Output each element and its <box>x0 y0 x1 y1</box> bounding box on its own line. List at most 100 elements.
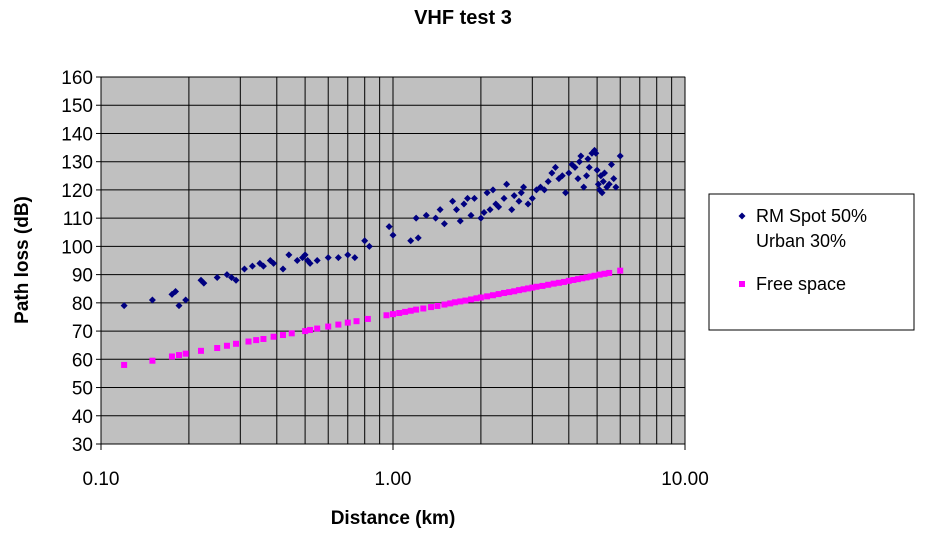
x-tick-label: 1.00 <box>375 469 412 490</box>
data-point <box>259 262 267 270</box>
data-point <box>245 338 252 345</box>
data-point <box>270 259 278 267</box>
data-point <box>402 308 409 315</box>
data-point <box>182 350 189 357</box>
x-tick-label: 10.00 <box>661 469 709 490</box>
y-tick-label: 80 <box>72 294 93 315</box>
y-tick-label: 120 <box>61 181 93 202</box>
data-point <box>168 353 175 360</box>
data-point <box>260 335 267 342</box>
data-point <box>560 278 567 285</box>
data-point <box>533 283 540 290</box>
data-point <box>574 276 581 283</box>
data-point <box>440 220 448 228</box>
data-point <box>428 304 435 311</box>
data-point <box>334 254 342 262</box>
data-point <box>407 307 414 314</box>
data-point <box>584 155 592 163</box>
data-point <box>580 183 588 191</box>
data-point <box>351 254 359 262</box>
y-tick-label: 70 <box>72 322 93 343</box>
data-point <box>585 163 593 171</box>
data-point <box>182 296 190 304</box>
data-point <box>592 149 600 157</box>
data-point <box>528 194 536 202</box>
legend-label: RM Spot 50% <box>756 206 867 226</box>
legend-label: Urban 30% <box>756 231 846 251</box>
data-point <box>253 337 260 344</box>
data-point <box>550 280 557 287</box>
data-point <box>470 194 478 202</box>
data-point <box>449 197 457 205</box>
data-point <box>591 272 598 279</box>
data-point <box>501 289 508 296</box>
data-point <box>365 242 373 250</box>
y-tick-label: 50 <box>72 379 93 400</box>
series-0 <box>120 146 624 310</box>
data-point <box>413 306 420 313</box>
data-point <box>606 269 613 276</box>
y-tick-label: 130 <box>61 153 93 174</box>
data-point <box>175 302 183 310</box>
data-point <box>544 177 552 185</box>
data-point <box>307 326 314 333</box>
data-point <box>601 270 608 277</box>
data-point <box>335 321 342 328</box>
data-point <box>149 357 156 364</box>
data-point <box>477 214 485 222</box>
data-point <box>562 189 570 197</box>
y-tick-label: 160 <box>61 68 93 89</box>
data-point <box>489 186 497 194</box>
data-point <box>515 287 522 294</box>
data-point <box>301 251 309 259</box>
data-point <box>353 318 360 325</box>
y-tick-label: 150 <box>61 96 93 117</box>
data-point <box>223 271 231 279</box>
data-point <box>520 286 527 293</box>
grid-lines <box>100 76 686 445</box>
data-point <box>240 265 248 273</box>
data-point <box>279 265 287 273</box>
data-point <box>495 291 502 298</box>
data-point <box>520 183 528 191</box>
data-point <box>539 282 546 289</box>
data-point <box>364 315 371 322</box>
x-axis-ticks: 0.10 1.00 10.00 <box>83 444 709 490</box>
y-axis-label: Path loss (dB) <box>12 196 33 324</box>
data-point <box>270 333 277 340</box>
data-point <box>577 152 585 160</box>
data-point <box>508 206 516 214</box>
data-point <box>293 257 301 264</box>
data-point <box>480 209 488 217</box>
data-point <box>583 172 591 180</box>
legend-marker <box>739 281 745 287</box>
data-point <box>483 189 491 197</box>
data-point <box>325 323 332 330</box>
data-point <box>605 180 613 188</box>
y-axis-ticks: 30 40 50 60 70 80 90 100 110 120 130 140 150 160 <box>61 68 101 456</box>
data-point <box>607 161 615 169</box>
data-point <box>314 325 321 332</box>
data-point <box>587 273 594 280</box>
data-point <box>565 169 573 177</box>
data-point <box>486 206 494 214</box>
data-point <box>176 352 183 359</box>
y-tick-label: 40 <box>72 407 93 428</box>
data-point <box>324 254 332 262</box>
data-point <box>456 217 464 225</box>
data-point <box>468 296 475 303</box>
data-point <box>540 186 548 194</box>
data-point <box>460 200 468 208</box>
data-point <box>529 284 536 291</box>
data-point <box>412 214 420 222</box>
data-point <box>524 200 532 208</box>
data-point <box>223 342 230 349</box>
data-point <box>548 169 556 177</box>
x-tick-label: 0.10 <box>83 469 120 490</box>
data-point <box>389 231 397 239</box>
data-point <box>579 275 586 282</box>
data-point <box>285 251 293 259</box>
data-point <box>517 189 525 197</box>
data-point <box>396 310 403 317</box>
